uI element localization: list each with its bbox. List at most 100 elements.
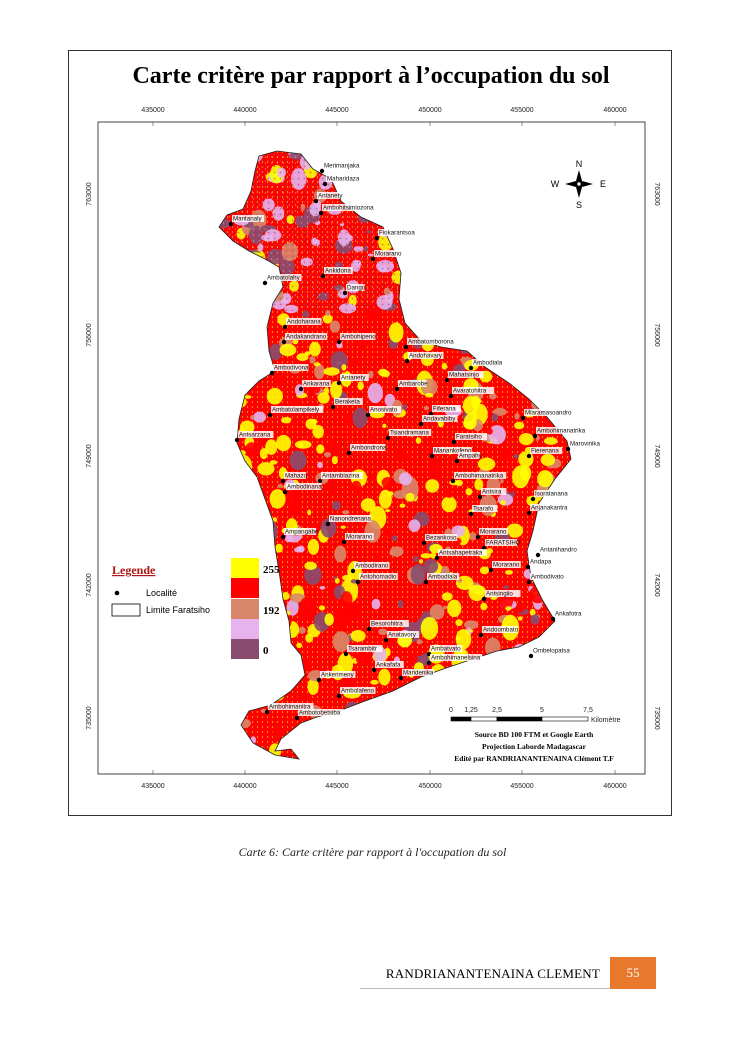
raster-cell: [304, 561, 317, 570]
raster-cell: [329, 320, 341, 333]
locality-label-bg: [285, 333, 328, 340]
locality-label: Anatavory: [388, 632, 417, 639]
raster-cell: [429, 604, 445, 620]
x-tick-top: 455000: [510, 107, 533, 114]
raster-cell: [342, 510, 350, 515]
scale-bar-segment: [541, 716, 589, 722]
locality-dot: [325, 521, 331, 527]
raster-cell: [491, 413, 499, 422]
locality-label: Ambodinana: [287, 484, 322, 491]
locality-dot: [525, 564, 531, 570]
north-arrow-letter: E: [600, 179, 606, 189]
raster-cell: [340, 525, 346, 529]
locality-label: Merimanjaka: [324, 163, 360, 170]
raster-cell: [420, 616, 439, 640]
locality-label-bg: [472, 505, 498, 512]
scale-bar-unit: Kilomètre: [591, 717, 621, 724]
raster-cell: [317, 461, 323, 469]
legend-title: Legende: [112, 563, 156, 577]
locality-label-bg: [340, 374, 369, 381]
raster-cell: [269, 489, 286, 509]
locality-label: Mandenika: [403, 670, 434, 677]
locality-dot: [550, 616, 556, 622]
locality-label-bg: [479, 528, 508, 535]
raster-cell: [277, 483, 283, 489]
raster-cell: [298, 626, 306, 634]
footer-divider: [360, 988, 610, 989]
raster-cell: [284, 535, 294, 543]
locality-dot: [451, 439, 457, 445]
locality-label: Ampangabe: [285, 529, 319, 536]
raster-cell: [326, 476, 338, 494]
raster-cell: [537, 470, 553, 488]
raster-cell: [506, 523, 524, 538]
raster-cell: [386, 529, 393, 539]
raster-cell: [355, 651, 370, 666]
page-number: 55: [610, 957, 656, 989]
locality-label-bg: [530, 573, 566, 580]
north-arrow-letter: W: [551, 179, 560, 189]
raster-cell: [307, 538, 320, 555]
raster-cell: [489, 392, 497, 400]
locality-label: Andoombato: [483, 627, 519, 634]
locality-dot: [535, 552, 541, 558]
locality-label-bg: [530, 447, 563, 454]
raster-cell: [309, 418, 318, 424]
raster-cell: [308, 356, 316, 364]
x-tick-bottom: 450000: [418, 783, 441, 790]
locality-label: Ambondrona: [351, 445, 387, 452]
locality-label: Ombelopatsa: [533, 648, 570, 655]
raster-cell: [245, 442, 259, 457]
raster-cell: [316, 444, 325, 454]
raster-cell: [269, 460, 278, 465]
locality-label-bg: [284, 472, 307, 479]
raster-cell: [265, 439, 278, 455]
locality-dot: [423, 579, 429, 585]
raster-cell: [405, 492, 415, 502]
raster-cell: [360, 498, 376, 512]
locality-label-bg: [374, 250, 403, 257]
locality-label-bg: [298, 709, 344, 716]
locality-label: Mahazo: [285, 473, 308, 480]
raster-cell: [518, 616, 523, 621]
raster-cell: [294, 440, 312, 449]
locality-label: Antanety: [318, 193, 343, 200]
x-tick-top: 445000: [325, 107, 348, 114]
locality-label: Ambatomborona: [408, 339, 454, 346]
raster-cell: [325, 430, 331, 435]
locality-dot: [294, 715, 300, 721]
raster-cell: [387, 350, 395, 362]
locality-label-bg: [524, 409, 573, 416]
scale-bar-segment: [450, 716, 472, 722]
raster-cell: [371, 598, 381, 610]
north-arrow-letter: S: [576, 200, 582, 210]
locality-label: Andohavary: [409, 353, 443, 360]
locality-label: Ambohimanatrika: [455, 473, 504, 480]
locality-label: Antambiazina: [322, 473, 360, 480]
raster-cell: [332, 576, 337, 579]
locality-dot: [481, 596, 487, 602]
locality-dot: [444, 377, 450, 383]
locality-label-bg: [430, 645, 463, 652]
locality-label-bg: [232, 215, 265, 222]
locality-label-bg: [389, 429, 432, 436]
locality-dot: [370, 256, 376, 262]
locality-dot: [281, 339, 287, 345]
legend-locality-dot: [114, 590, 120, 596]
legend-boundary-label: Limite Faratsiho: [146, 605, 210, 615]
north-arrow-center: [576, 181, 582, 187]
localities-layer: Merimanjaka Maharidaza Antanety Ambohitsimi…: [228, 162, 605, 721]
locality-label-bg: [458, 452, 481, 459]
locality-label-bg: [238, 431, 274, 438]
raster-cell: [294, 547, 304, 553]
locality-label-bg: [454, 472, 507, 479]
locality-dot: [346, 450, 352, 456]
locality-dot: [350, 568, 356, 574]
locality-dot: [418, 421, 424, 427]
raster-cell: [305, 633, 314, 643]
raster-cell: [418, 559, 424, 564]
locality-label-bg: [554, 610, 587, 617]
raster-cell: [423, 405, 429, 411]
locality-label-bg: [346, 284, 365, 291]
locality-label: Antsahapetraka: [439, 550, 483, 557]
